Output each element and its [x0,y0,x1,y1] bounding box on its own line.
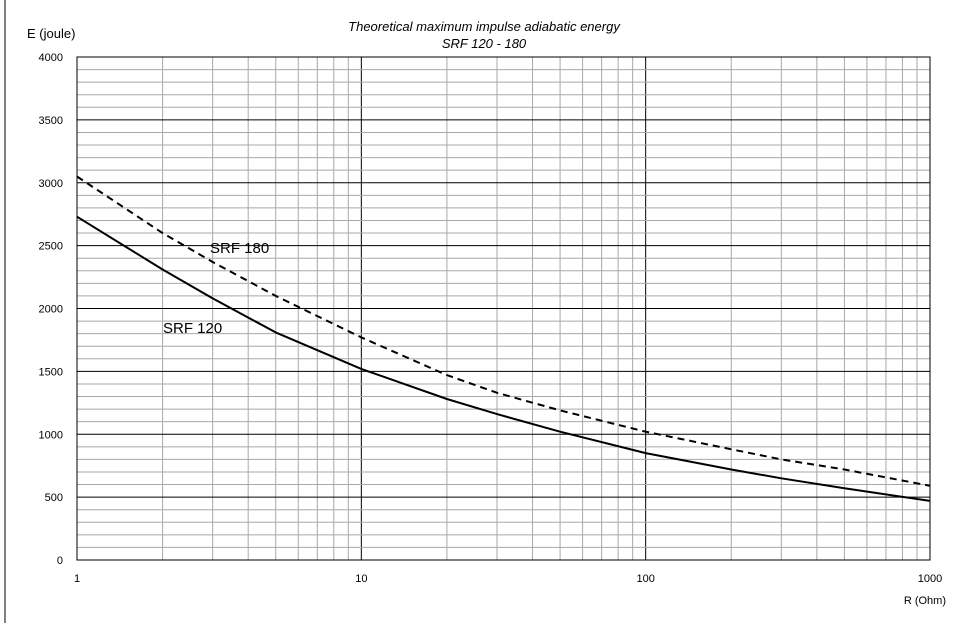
series-line-srf-120 [76,215,931,502]
series-label-srf-180: SRF 180 [210,240,269,257]
chart-subtitle: SRF 120 - 180 [442,36,527,51]
series-label-srf-120: SRF 120 [163,320,222,337]
chart-title: Theoretical maximum impulse adiabatic en… [348,19,621,34]
y-tick-label: 3500 [39,115,63,127]
y-tick-label: 4000 [39,52,63,64]
series-line-srf-180 [76,175,931,487]
y-tick-label: 500 [45,492,63,504]
grid [76,56,931,561]
x-tick-label: 100 [636,573,654,585]
y-tick-label: 2000 [39,304,63,316]
tick-labels: 0 500 1000 1500 2000 2500 3000 3500 4000 1 10 100 10… [39,52,943,585]
plot-frame [76,56,931,561]
y-tick-label: 1500 [39,366,63,378]
series-lines [76,175,931,502]
y-tick-label: 3000 [39,178,63,190]
x-axis-label: R (Ohm) [904,595,946,607]
y-axis-label: E (joule) [27,26,75,41]
x-tick-label: 10 [355,573,367,585]
y-tick-label: 2500 [39,241,63,253]
y-tick-label: 0 [57,555,63,567]
x-tick-label: 1000 [918,573,942,585]
y-tick-label: 1000 [39,429,63,441]
x-tick-label: 1 [74,573,80,585]
